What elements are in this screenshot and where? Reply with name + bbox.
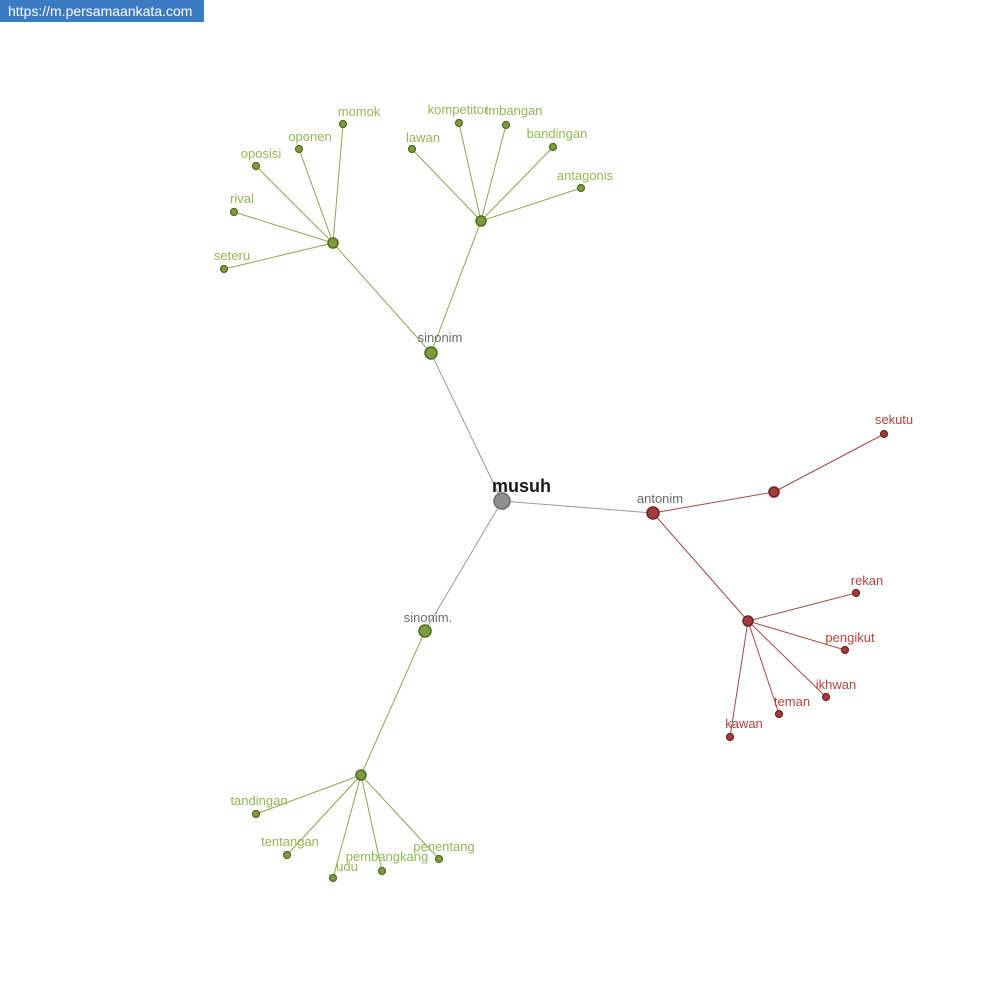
edge-hub-bawah-tandingan — [255, 774, 362, 815]
node-musuh[interactable] — [493, 492, 511, 510]
label-musuh: musuh — [492, 476, 551, 496]
label-tandingan: tandingan — [230, 793, 287, 808]
label-lawan: lawan — [406, 130, 440, 145]
node-pembangkang[interactable] — [377, 866, 387, 876]
label-antonim: antonim — [637, 491, 683, 506]
edge-hub-kanan-teman — [747, 620, 780, 715]
node-antonim[interactable] — [646, 506, 660, 520]
edge-hub-kanan-kawan — [729, 620, 749, 738]
edge-hub-kiri-atas-oponen — [298, 148, 334, 244]
edge-sinonim-atas-hub-tengah-atas — [430, 220, 482, 354]
node-hub-bawah[interactable] — [355, 769, 367, 781]
edge-hub-bawah-pembangkang — [360, 774, 383, 872]
edge-musuh-sinonim-bawah — [424, 500, 503, 632]
edge-hub-tengah-atas-imbangan — [480, 124, 507, 222]
node-sinonim-bawah[interactable] — [418, 624, 432, 638]
node-antagonis[interactable] — [576, 183, 586, 193]
edge-hub-kiri-atas-seteru — [223, 242, 334, 270]
edge-hub-kiri-atas-rival — [233, 211, 334, 244]
node-ikhwan[interactable] — [821, 692, 831, 702]
edge-hub-kanan-rekan — [747, 592, 857, 622]
edge-hub-bawah-penentang — [360, 774, 440, 860]
label-sinonim-atas: sinonim — [418, 330, 463, 345]
label-sinonim-bawah: sinonim. — [404, 610, 452, 625]
node-imbangan[interactable] — [501, 120, 511, 130]
edge-hub-tengah-atas-bandingan — [480, 146, 554, 222]
node-oposisi[interactable] — [251, 161, 261, 171]
node-seteru[interactable] — [219, 264, 229, 274]
label-pembangkang: pembangkang — [346, 849, 428, 864]
edge-hub-bawah-tentangan — [286, 774, 362, 856]
edge-hub-bawah-udu — [332, 774, 362, 879]
node-sekutu[interactable] — [879, 429, 889, 439]
node-rival[interactable] — [229, 207, 239, 217]
label-udu: udu — [336, 859, 358, 874]
node-lawan[interactable] — [407, 144, 417, 154]
node-kompetitor[interactable] — [454, 118, 464, 128]
label-kawan: kawan — [725, 716, 763, 731]
node-hub-kiri-atas[interactable] — [327, 237, 339, 249]
node-hub-kanan[interactable] — [742, 615, 754, 627]
label-seteru: seteru — [214, 248, 250, 263]
label-tentangan: tentangan — [261, 834, 319, 849]
edge-hub-tengah-atas-kompetitor — [458, 122, 482, 222]
label-momok: momok — [338, 104, 381, 119]
label-rekan: rekan — [851, 573, 884, 588]
label-rival: rival — [230, 191, 254, 206]
node-momok[interactable] — [338, 119, 348, 129]
edge-musuh-sinonim-atas — [430, 352, 503, 502]
edge-hub-tengah-atas-lawan — [411, 148, 482, 222]
node-rekan[interactable] — [851, 588, 861, 598]
edge-hub-kiri-atas-momok — [332, 123, 344, 244]
label-oponen: oponen — [288, 129, 331, 144]
url-badge: https://m.persamaankata.com — [0, 0, 205, 22]
label-oposisi: oposisi — [241, 146, 282, 161]
node-pengikut[interactable] — [840, 645, 850, 655]
label-pengikut: pengikut — [825, 630, 875, 645]
label-sekutu: sekutu — [875, 412, 913, 427]
edge-musuh-antonim — [501, 500, 654, 514]
node-oponen[interactable] — [294, 144, 304, 154]
label-bandingan: bandingan — [527, 126, 588, 141]
node-tandingan[interactable] — [251, 809, 261, 819]
node-penentang[interactable] — [434, 854, 444, 864]
label-teman: teman — [774, 694, 810, 709]
edge-antonim-antara-sekutu — [652, 491, 775, 514]
label-imbangan: imbangan — [485, 103, 542, 118]
edge-hub-kiri-atas-oposisi — [255, 165, 334, 244]
edge-antonim-hub-kanan — [652, 512, 749, 622]
node-tentangan[interactable] — [282, 850, 292, 860]
edge-hub-kanan-ikhwan — [747, 620, 827, 698]
edge-hub-kanan-pengikut — [747, 620, 846, 651]
label-ikhwan: ikhwan — [816, 677, 856, 692]
edge-hub-tengah-atas-antagonis — [480, 187, 582, 222]
node-sinonim-atas[interactable] — [424, 346, 438, 360]
label-kompetitor: kompetitor — [428, 102, 489, 117]
node-udu[interactable] — [328, 873, 338, 883]
node-kawan[interactable] — [725, 732, 735, 742]
node-teman[interactable] — [774, 709, 784, 719]
label-antagonis: antagonis — [557, 168, 614, 183]
node-antara-sekutu[interactable] — [768, 486, 780, 498]
label-penentang: penentang — [413, 839, 474, 854]
edge-sinonim-atas-hub-kiri-atas — [332, 242, 432, 354]
edge-antara-sekutu-sekutu — [773, 433, 885, 493]
node-bandingan[interactable] — [548, 142, 558, 152]
node-hub-tengah-atas[interactable] — [475, 215, 487, 227]
edge-sinonim-bawah-hub-bawah — [360, 630, 426, 776]
